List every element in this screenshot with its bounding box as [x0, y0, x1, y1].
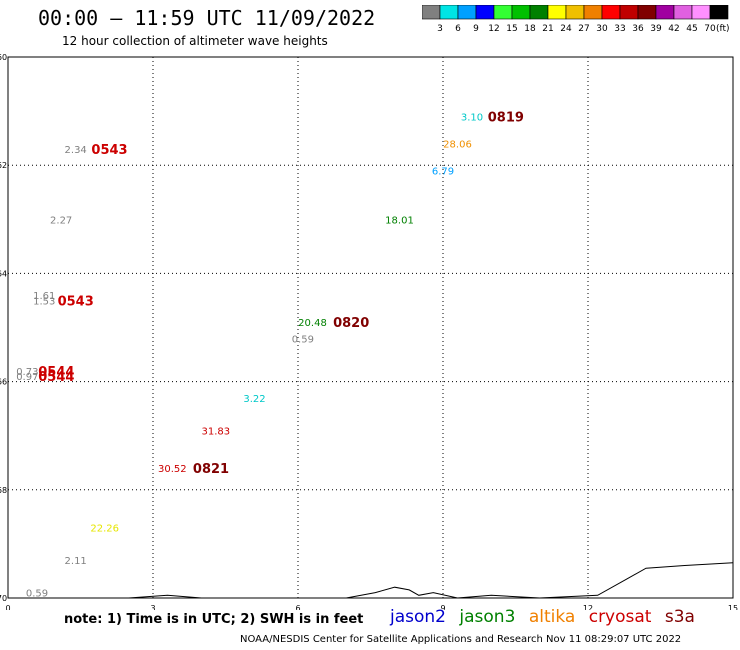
- colorbar-tick-label: 27: [578, 24, 589, 34]
- color-scale-legend: 3 6 9 12 15 18 21 24 27 30 33 36 39 42 45 70 (ft): [422, 5, 730, 34]
- x-tick-label: 0: [5, 604, 10, 610]
- swh-value-label: 2.11: [65, 556, 87, 567]
- coastline: [27, 562, 734, 599]
- plot-frame: [7, 56, 734, 599]
- pass-time-label: 0821: [193, 462, 229, 477]
- mission-jason2: jason2: [390, 607, 446, 627]
- pass-time-label: 0820: [333, 316, 369, 331]
- swh-value-label: 6.79: [432, 167, 454, 178]
- swh-value-label: 28.06: [443, 140, 472, 151]
- footnote: note: 1) Time is in UTC; 2) SWH is in fe…: [64, 612, 364, 627]
- mission-jason3: jason3: [459, 607, 516, 627]
- colorbar-tick-label: 33: [614, 24, 625, 34]
- swh-value-label: 20.48: [298, 318, 327, 329]
- pass-time-label: 0544: [38, 370, 74, 385]
- credit-line: NOAA/NESDIS Center for Satellite Applica…: [240, 634, 682, 645]
- swh-value-label: 18.01: [385, 215, 414, 226]
- swh-value-label: 3.10: [461, 113, 483, 124]
- mission-altika: altika: [528, 607, 576, 627]
- swh-value-label: 30.52: [158, 464, 187, 475]
- x-tick-label: 6: [295, 604, 300, 610]
- swh-value-label: 0.59: [26, 589, 48, 600]
- colorbar-tick-label: 6: [455, 24, 461, 34]
- swh-value-label: 2.27: [50, 215, 72, 226]
- swh-value-label: 2.34: [65, 145, 87, 156]
- altimeter-chart: 0 3 6 9 12 15 -60 -62 -64 -66 -68 -70 3.10 28.06 6.79 1…: [0, 53, 738, 610]
- colorbar-tick-label: 21: [542, 24, 553, 34]
- x-tick-label: 3: [150, 604, 155, 610]
- colorbar-unit: (ft): [716, 24, 730, 34]
- swh-value-label: 1.53: [33, 296, 55, 307]
- colorbar-tick-label: 30: [596, 24, 608, 34]
- colorbar-tick-label: 42: [668, 24, 679, 34]
- page-title: 00:00 – 11:59 UTC 11/09/2022: [38, 6, 376, 30]
- y-tick-label: -64: [0, 269, 7, 278]
- pass-time-label: 0544: [38, 365, 74, 380]
- y-tick-label: -68: [0, 486, 7, 495]
- swh-value-label: 3.22: [243, 394, 265, 405]
- colorbar-swatch: [709, 5, 729, 20]
- y-tick-label: -62: [0, 161, 7, 170]
- swh-value-label: 0.97: [16, 372, 38, 383]
- pass-time-label: 0543: [58, 294, 94, 309]
- swh-value-label: 1.61: [33, 291, 55, 302]
- swh-value-label: 31.83: [202, 426, 231, 437]
- y-tick-label: -60: [0, 53, 7, 62]
- swh-value-label: 0.73: [16, 367, 38, 378]
- colorbar-tick-label: 70: [704, 24, 716, 34]
- colorbar-tick-label: 3: [437, 24, 443, 34]
- x-tick-label: 15: [728, 604, 738, 610]
- colorbar-tick-label: 45: [686, 24, 697, 34]
- mission-cryosat: cryosat: [588, 607, 652, 627]
- x-tick-label: 9: [440, 604, 445, 610]
- y-tick-label: -70: [0, 594, 7, 603]
- colorbar-tick-label: 24: [560, 24, 572, 34]
- colorbar-tick-label: 39: [650, 24, 662, 34]
- colorbar-tick-label: 15: [506, 24, 517, 34]
- y-tick-label: -66: [0, 378, 7, 387]
- swh-value-label: 0.59: [292, 334, 314, 345]
- colorbar-tick-label: 9: [473, 24, 479, 34]
- colorbar-tick-label: 18: [524, 24, 536, 34]
- swh-value-label: 22.26: [90, 524, 119, 535]
- colorbar-tick-label: 12: [488, 24, 499, 34]
- colorbar-tick-label: 36: [632, 24, 644, 34]
- mission-legend: jason2 jason3 altika cryosat s3a: [390, 607, 703, 627]
- pass-time-label: 0543: [91, 143, 127, 158]
- x-tick-label: 12: [583, 604, 593, 610]
- mission-s3a: s3a: [664, 607, 695, 627]
- page-subtitle: 12 hour collection of altimeter wave hei…: [62, 34, 328, 48]
- pass-time-label: 0819: [488, 111, 524, 126]
